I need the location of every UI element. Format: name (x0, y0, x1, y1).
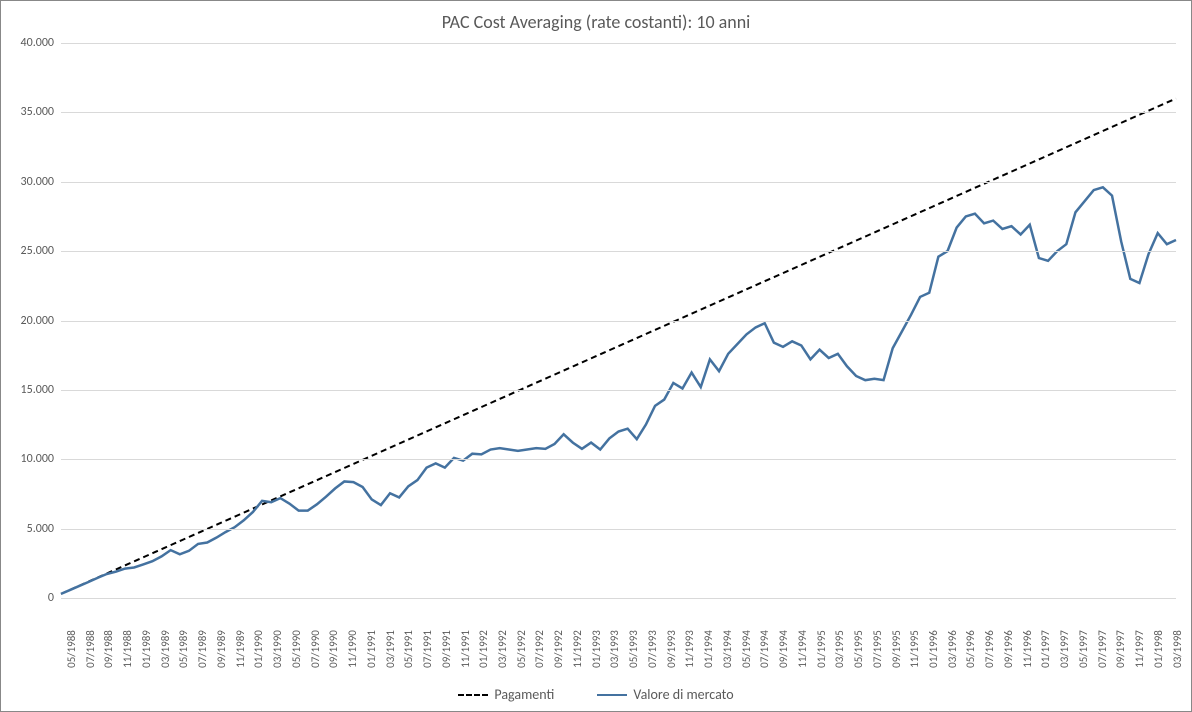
x-tick-label: 09/1993 (665, 630, 678, 668)
x-tick-label: 05/1995 (852, 630, 865, 668)
x-tick-label: 07/1994 (758, 630, 771, 668)
x-tick-label: 09/1992 (552, 630, 565, 668)
y-axis: 05.00010.00015.00020.00025.00030.00035.0… (1, 43, 59, 598)
legend-label-valore: Valore di mercato (633, 686, 733, 703)
x-tick-label: 01/1997 (1039, 630, 1052, 668)
x-tick-label: 07/1995 (871, 630, 884, 668)
x-tick-label: 09/1989 (215, 630, 228, 668)
x-tick-label: 11/1991 (459, 630, 472, 668)
x-tick-label: 09/1996 (1002, 630, 1015, 668)
x-tick-label: 05/1996 (964, 630, 977, 668)
x-tick-label: 11/1993 (683, 630, 696, 668)
x-tick-label: 11/1995 (908, 630, 921, 668)
legend-item-valore: Valore di mercato (597, 686, 733, 703)
chart-title: PAC Cost Averaging (rate costanti): 10 a… (1, 1, 1191, 33)
x-tick-label: 11/1989 (234, 630, 247, 668)
x-tick-label: 07/1990 (309, 630, 322, 668)
x-tick-label: 01/1990 (252, 630, 265, 668)
gridline (61, 251, 1176, 252)
x-tick-label: 07/1989 (196, 630, 209, 668)
gridline (61, 182, 1176, 183)
x-tick-label: 11/1994 (796, 630, 809, 668)
gridline (61, 598, 1176, 599)
x-tick-label: 05/1989 (177, 630, 190, 668)
x-tick-label: 01/1998 (1152, 630, 1165, 668)
x-tick-label: 11/1990 (346, 630, 359, 668)
x-tick-label: 03/1993 (608, 630, 621, 668)
y-tick-label: 15.000 (21, 383, 54, 397)
y-tick-label: 20.000 (21, 314, 54, 328)
legend-label-pagamenti: Pagamenti (494, 686, 554, 703)
x-tick-label: 01/1996 (927, 630, 940, 668)
y-tick-label: 35.000 (21, 105, 54, 119)
x-tick-label: 07/1997 (1096, 630, 1109, 668)
x-tick-label: 09/1991 (440, 630, 453, 668)
x-tick-label: 07/1993 (646, 630, 659, 668)
x-tick-label: 09/1990 (327, 630, 340, 668)
x-tick-label: 03/1995 (833, 630, 846, 668)
gridline (61, 112, 1176, 113)
x-tick-label: 03/1997 (1058, 630, 1071, 668)
x-tick-label: 07/1988 (84, 630, 97, 668)
x-tick-label: 09/1997 (1114, 630, 1127, 668)
x-tick-label: 05/1993 (627, 630, 640, 668)
x-tick-label: 03/1994 (721, 630, 734, 668)
gridline (61, 390, 1176, 391)
x-tick-label: 05/1992 (515, 630, 528, 668)
plot-area (61, 43, 1176, 598)
x-tick-label: 03/1992 (496, 630, 509, 668)
x-tick-label: 07/1996 (983, 630, 996, 668)
y-tick-label: 25.000 (21, 244, 54, 258)
x-tick-label: 03/1991 (384, 630, 397, 668)
x-tick-label: 05/1994 (740, 630, 753, 668)
x-tick-label: 03/1990 (271, 630, 284, 668)
legend: Pagamenti Valore di mercato (1, 683, 1191, 704)
legend-swatch-line-icon (597, 694, 627, 696)
y-tick-label: 0 (48, 591, 54, 605)
x-tick-label: 01/1993 (590, 630, 603, 668)
series-line-pagamenti (61, 99, 1176, 594)
legend-item-pagamenti: Pagamenti (458, 686, 554, 703)
x-tick-label: 11/1996 (1021, 630, 1034, 668)
gridline (61, 43, 1176, 44)
y-tick-label: 40.000 (21, 36, 54, 50)
x-tick-label: 05/1997 (1077, 630, 1090, 668)
x-tick-label: 11/1988 (121, 630, 134, 668)
x-tick-label: 09/1995 (890, 630, 903, 668)
x-tick-label: 03/1989 (159, 630, 172, 668)
x-axis: 05/1988 07/1988 09/1988 11/1988 01/1989 03/19… (61, 601, 1176, 671)
x-tick-label: 07/1991 (421, 630, 434, 668)
x-tick-label: 05/1990 (290, 630, 303, 668)
x-tick-label: 03/1998 (1171, 630, 1184, 668)
x-tick-label: 01/1989 (140, 630, 153, 668)
x-tick-label: 09/1994 (777, 630, 790, 668)
y-tick-label: 10.000 (21, 452, 54, 466)
y-tick-label: 5.000 (27, 522, 54, 536)
x-tick-label: 09/1988 (102, 630, 115, 668)
x-tick-label: 01/1995 (815, 630, 828, 668)
gridline (61, 459, 1176, 460)
y-tick-label: 30.000 (21, 175, 54, 189)
x-tick-label: 01/1994 (702, 630, 715, 668)
gridline (61, 529, 1176, 530)
x-tick-label: 05/1991 (402, 630, 415, 668)
x-tick-label: 11/1992 (571, 630, 584, 668)
x-tick-label: 03/1996 (946, 630, 959, 668)
gridline (61, 321, 1176, 322)
x-tick-label: 01/1991 (365, 630, 378, 668)
legend-swatch-dash-icon (458, 694, 488, 696)
x-tick-label: 05/1988 (65, 630, 78, 668)
chart-container: PAC Cost Averaging (rate costanti): 10 a… (0, 0, 1192, 712)
x-tick-label: 07/1992 (533, 630, 546, 668)
x-tick-label: 01/1992 (477, 630, 490, 668)
x-tick-label: 11/1997 (1133, 630, 1146, 668)
